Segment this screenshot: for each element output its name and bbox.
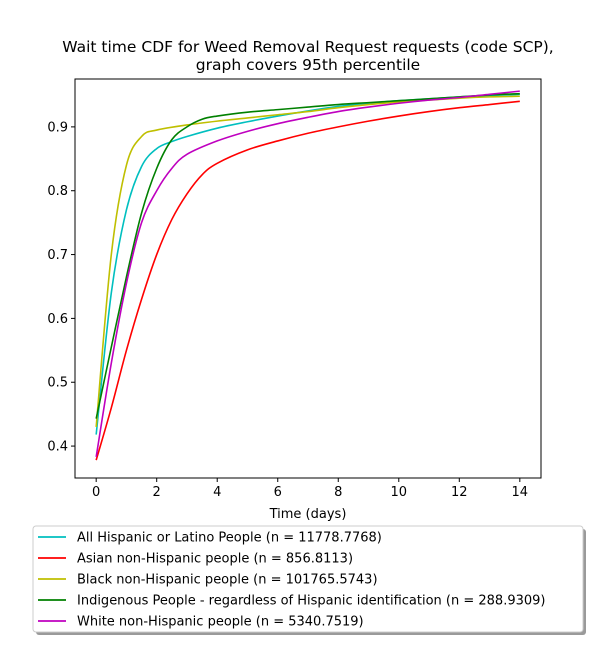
- series-line-4: [95, 90, 520, 458]
- x-tick-label: 4: [213, 485, 221, 500]
- chart-title-line-1: Wait time CDF for Weed Removal Request r…: [62, 38, 553, 56]
- legend-label-0: All Hispanic or Latino People (n = 11778…: [77, 531, 382, 546]
- legend-label-2: Black non-Hispanic people (n = 101765.57…: [77, 573, 378, 588]
- series-line-3: [95, 92, 520, 419]
- x-axis-label: Time (days): [269, 507, 347, 522]
- series-lines: [95, 90, 520, 461]
- y-tick-label: 0.9: [47, 120, 68, 135]
- y-tick-label: 0.8: [47, 184, 68, 199]
- y-tick-label: 0.4: [47, 440, 68, 455]
- x-tick-label: 10: [391, 485, 408, 500]
- x-axis-ticks: 0 2 4 6 8 10 12 14: [92, 478, 528, 500]
- y-tick-label: 0.7: [47, 248, 68, 263]
- x-tick-label: 6: [274, 485, 282, 500]
- plot-frame: [74, 78, 542, 479]
- chart-title-line-2: graph covers 95th percentile: [196, 56, 420, 74]
- legend-label-1: Asian non-Hispanic people (n = 856.8113): [77, 552, 353, 567]
- legend: All Hispanic or Latino People (n = 11778…: [32, 525, 586, 635]
- x-tick-label: 8: [334, 485, 342, 500]
- y-tick-label: 0.5: [47, 376, 68, 391]
- x-tick-label: 2: [153, 485, 161, 500]
- x-tick-label: 14: [512, 485, 529, 500]
- y-axis-ticks: 0.4 0.5 0.6 0.7 0.8 0.9: [47, 120, 75, 455]
- legend-label-4: White non-Hispanic people (n = 5340.7519…: [77, 615, 364, 630]
- y-tick-label: 0.6: [47, 312, 68, 327]
- x-tick-label: 12: [451, 485, 468, 500]
- legend-label-3: Indigenous People - regardless of Hispan…: [77, 594, 546, 609]
- series-line-1: [95, 100, 520, 461]
- x-tick-label: 0: [92, 485, 100, 500]
- legend-box: [32, 525, 584, 633]
- series-line-0: [95, 93, 520, 435]
